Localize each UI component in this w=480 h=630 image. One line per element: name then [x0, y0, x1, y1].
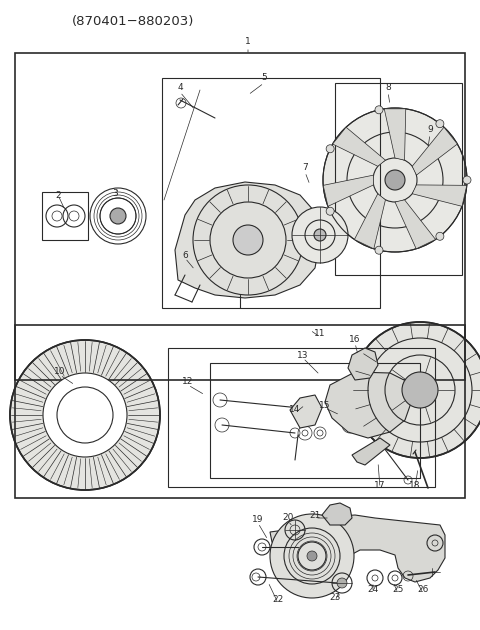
Text: 25: 25 — [392, 585, 404, 595]
Circle shape — [43, 373, 127, 457]
Polygon shape — [412, 185, 467, 207]
Circle shape — [385, 170, 405, 190]
Circle shape — [436, 232, 444, 240]
Bar — [42, 192, 88, 240]
Text: 9: 9 — [427, 125, 433, 134]
Text: 15: 15 — [319, 401, 331, 410]
Circle shape — [375, 246, 383, 254]
Text: 24: 24 — [367, 585, 379, 595]
Circle shape — [233, 225, 263, 255]
Text: 12: 12 — [182, 377, 194, 386]
Text: 16: 16 — [349, 336, 361, 345]
Text: 22: 22 — [272, 595, 284, 605]
Circle shape — [375, 106, 383, 114]
Circle shape — [270, 514, 354, 598]
Polygon shape — [323, 175, 373, 207]
Circle shape — [337, 578, 347, 588]
Text: 18: 18 — [409, 481, 421, 490]
Polygon shape — [348, 348, 378, 380]
Circle shape — [326, 145, 334, 152]
Text: 2: 2 — [55, 190, 61, 200]
Text: 17: 17 — [374, 481, 386, 490]
Bar — [15, 325, 465, 498]
Polygon shape — [325, 372, 412, 438]
Text: 7: 7 — [302, 164, 308, 173]
Circle shape — [314, 229, 326, 241]
Text: 20: 20 — [282, 513, 294, 522]
Text: (870401−880203): (870401−880203) — [72, 16, 194, 28]
Text: 6: 6 — [182, 251, 188, 260]
Bar — [15, 53, 465, 380]
Circle shape — [352, 322, 480, 458]
Text: 23: 23 — [329, 593, 341, 602]
Text: 26: 26 — [417, 585, 429, 595]
Polygon shape — [352, 438, 390, 465]
Bar — [210, 363, 420, 478]
Polygon shape — [175, 182, 320, 298]
Polygon shape — [395, 200, 435, 249]
Circle shape — [10, 340, 160, 490]
Text: 14: 14 — [289, 406, 300, 415]
Polygon shape — [354, 193, 385, 249]
Bar — [335, 83, 462, 275]
Text: 10: 10 — [54, 367, 66, 377]
Text: 21: 21 — [309, 510, 321, 520]
Bar — [168, 348, 435, 487]
Text: 3: 3 — [112, 188, 118, 197]
Circle shape — [307, 551, 317, 561]
Circle shape — [402, 372, 438, 408]
Polygon shape — [412, 127, 457, 175]
Text: 4: 4 — [177, 84, 183, 93]
Polygon shape — [290, 395, 322, 428]
Text: 11: 11 — [314, 328, 326, 338]
Text: 1: 1 — [245, 38, 251, 47]
Polygon shape — [384, 109, 406, 160]
Text: 19: 19 — [252, 515, 264, 525]
Text: 13: 13 — [297, 350, 309, 360]
Circle shape — [436, 120, 444, 128]
Bar — [162, 78, 380, 308]
Text: 8: 8 — [385, 84, 391, 93]
Circle shape — [110, 208, 126, 224]
Circle shape — [355, 400, 365, 410]
Circle shape — [326, 207, 334, 215]
Text: 5: 5 — [261, 74, 267, 83]
Polygon shape — [333, 127, 385, 166]
Polygon shape — [270, 515, 445, 582]
Circle shape — [323, 108, 467, 252]
Polygon shape — [322, 503, 352, 525]
Circle shape — [463, 176, 471, 184]
Circle shape — [292, 207, 348, 263]
